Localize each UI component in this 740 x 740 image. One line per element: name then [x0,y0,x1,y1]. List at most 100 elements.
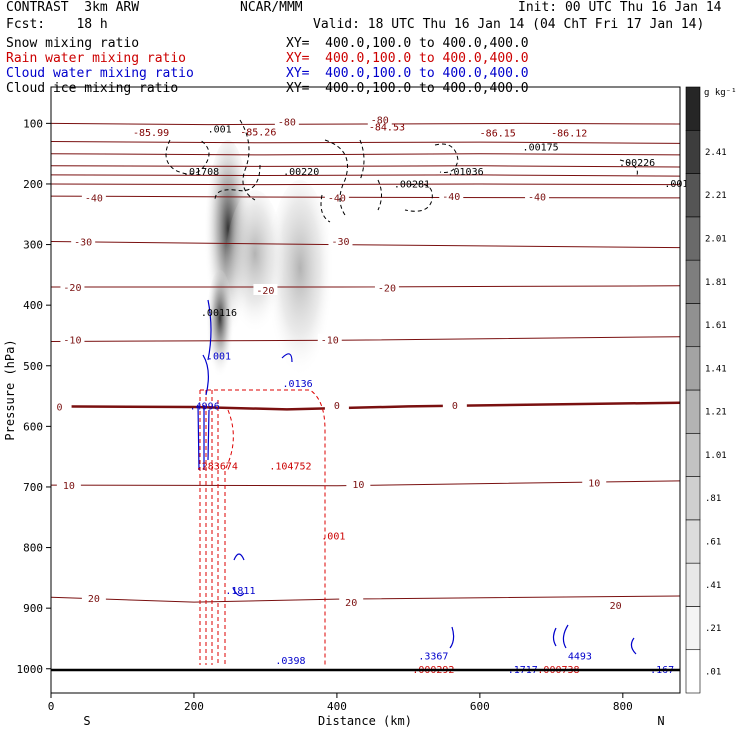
annotation-label: .01708 [183,167,219,178]
y-tick-label: 100 [23,117,43,130]
y-tick-label: 500 [23,360,43,373]
y-tick-label: 800 [23,542,43,555]
x-tick-label: 600 [470,700,490,713]
temp-contour-6 [51,195,680,199]
cloud-contour-8 [552,624,569,649]
temp-contour-label: -80 [371,116,389,127]
temp-contour-1 [51,141,680,144]
annotation-label: .104752 [269,461,311,472]
colorbar-label: .21 [705,624,721,634]
annotation-label: .001 [664,179,688,190]
temp-contour-3 [51,165,680,168]
temp-label-bg [582,476,607,488]
x-tick-label: 200 [184,700,204,713]
colorbar-swatch [685,173,701,218]
y-tick-label: 300 [23,239,43,252]
temp-label-bg [442,399,467,411]
colorbar-label: 1.61 [705,321,727,331]
ice-contour-4 [324,139,348,216]
temp-contour-label: -20 [256,286,274,297]
annotation-label: .00116 [201,308,237,319]
temperature-contours: -80 -80 -40 -40 -40 -40 -30 -30 -20 -20 -20 -10 -10 0… [51,113,680,612]
north-label: N [657,714,664,728]
ice-contour-3 [214,164,261,201]
colorbar-label: .41 [705,581,721,591]
temp-contour-label: 0 [334,401,340,412]
temp-contour-label: -40 [528,193,546,204]
ice-contour-5 [320,194,331,223]
snow-plume-core [206,270,234,390]
temp-label-bg [81,191,106,203]
field-label-cloud-ice: Cloud ice mixing ratio [6,81,179,96]
temp-label-bg [60,333,85,345]
temp-contour-4 [51,174,680,177]
temp-contour-label: -20 [63,283,81,294]
colorbar-label: 1.21 [705,408,727,418]
colorbar-swatch [685,519,701,564]
temp-contour-label: -10 [321,336,339,347]
annotation-label: -86.15 [480,129,516,140]
temp-label-bg [60,280,85,292]
temp-contour-label: -40 [328,193,346,204]
ice-contours [165,119,638,223]
y-tick-label: 400 [23,299,43,312]
colorbar-label: 1.01 [705,451,727,461]
colorbar-label: 2.21 [705,191,727,201]
plot-frame [50,86,681,694]
y-tick-label: 1000 [17,663,44,676]
cloud-contour-5 [233,553,245,561]
temp-contour-11 [51,480,680,487]
colorbar-swatch [685,606,701,651]
colorbar-label: 1.81 [705,278,727,288]
cloud-contour-2 [202,354,209,396]
temp-contour-label: -80 [278,118,296,129]
colorbar-swatch [685,259,701,304]
colorbar-swatch [685,303,701,348]
forecast-hour: Fcst: 18 h [6,17,108,32]
temp-label-bg [324,191,349,203]
annotation-label: -84.53 [369,123,405,134]
temp-label-bg [71,235,96,247]
temp-contour-label: -10 [63,336,81,347]
y-tick-label: 600 [23,420,43,433]
annotation-label: -86.12 [551,129,587,140]
field-label-rain: Rain water mixing ratio [6,51,187,66]
colorbar-swatch [685,649,701,694]
temp-label-bg [253,284,278,296]
valid-time: Valid: 18 UTC Thu 16 Jan 14 (04 ChT Fri … [313,17,705,32]
colorbar-unit: g kg⁻¹ [704,88,737,98]
annotation-label: .01036 [448,167,484,178]
colorbar-swatch [685,129,701,174]
snow-plume-east [266,180,334,400]
temp-contour-label: -30 [331,237,349,248]
colorbar-label: .61 [705,538,721,548]
temp-label-bg [439,190,464,202]
annotation-label: .001 [208,124,232,135]
colorbar-swatch [685,432,701,477]
temp-label-bg [81,591,106,603]
annotation-label: .00175 [523,143,559,154]
south-label: S [83,714,90,728]
colorbar-swatch [685,476,701,521]
temp-contour-label: 10 [588,479,600,490]
colorbar-label: 2.01 [705,235,727,245]
annotation-label: .3367 [418,652,448,663]
temp-contour-0 [51,122,680,126]
temp-contour-label: -30 [74,238,92,249]
temp-label-bg [346,477,371,489]
x-axis-label: Distance (km) [318,714,412,728]
annotation-label: .00226 [619,158,655,169]
annotation-label: .0398 [275,656,305,667]
rain-contours [199,389,326,665]
y-tick-label: 900 [23,602,43,615]
annotation-label: -85.99 [133,128,169,139]
temp-contour-10 [51,401,680,411]
cloud-contour-3 [197,404,210,471]
annotation-label: .0136 [283,379,313,390]
colorbar: .01 .21 .41 .61 .81 1.01 1.21 1.41 1.61 1.81 2.01 2… [685,86,727,694]
temp-contour-label: -20 [378,284,396,295]
colorbar-label: .81 [705,494,721,504]
field-xy-snow: XY= 400.0,100.0 to 400.0,400.0 [286,36,529,51]
annotation-label: 4493 [568,652,592,663]
ice-contour-1 [165,139,210,175]
